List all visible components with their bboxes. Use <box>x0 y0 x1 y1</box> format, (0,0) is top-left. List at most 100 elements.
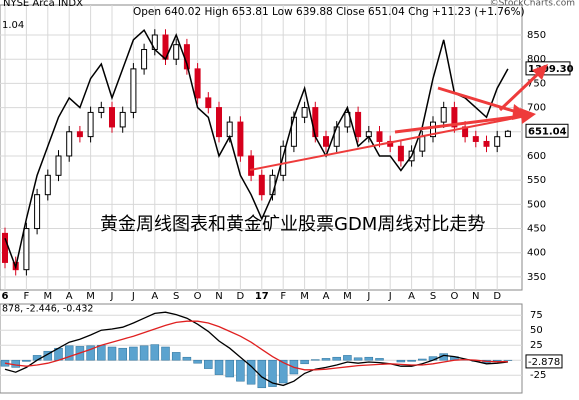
symbol: NYSE Arca INDX <box>3 0 83 9</box>
histogram-bar <box>139 345 149 361</box>
ohlc: Open 640.02 High 653.81 Low 639.88 Close… <box>133 6 525 18</box>
histogram-bar <box>22 359 31 362</box>
y-tick-label: 450 <box>527 224 546 235</box>
x-tick-label: J <box>131 291 135 302</box>
candle-body <box>248 155 255 176</box>
x-tick-label: M <box>43 291 52 302</box>
histogram-bar <box>193 359 202 364</box>
arrow <box>498 70 542 112</box>
histogram-bar <box>97 344 106 361</box>
candle-body <box>323 136 329 147</box>
macd-label: 878, -2.446, -0.432 <box>2 304 93 315</box>
y-tick-label: -25 <box>530 370 546 381</box>
candle-body <box>397 145 404 162</box>
candle-body <box>226 121 233 138</box>
candle-body <box>109 107 115 128</box>
histogram-bar <box>257 359 267 389</box>
macd-label-box <box>525 354 563 369</box>
trend-line <box>249 117 516 171</box>
y-tick-label: 50 <box>530 325 543 336</box>
y-tick-label: 600 <box>527 151 546 162</box>
histogram-bar <box>418 358 427 361</box>
left-value: 1.04 <box>2 20 24 31</box>
plot-layer: 3504004505005506006507007508008506FMAMJJ… <box>0 5 574 389</box>
histogram-bar <box>64 345 74 361</box>
candle-body <box>141 49 148 70</box>
x-tick-label: J <box>366 291 370 302</box>
histogram-bar <box>225 359 234 378</box>
candle-body <box>355 111 362 138</box>
x-tick-label: F <box>280 291 286 302</box>
candle-body <box>130 68 137 113</box>
macd-line <box>4 320 508 371</box>
candle-body <box>451 107 458 128</box>
candle-body <box>2 232 8 263</box>
histogram-bar <box>107 346 117 361</box>
histogram-bar <box>86 345 95 361</box>
candle-body <box>98 107 105 113</box>
candle-body <box>430 121 436 138</box>
x-tick-label: S <box>430 291 436 302</box>
x-tick-label: N <box>472 291 479 302</box>
candle-body <box>194 68 201 99</box>
x-tick-label: S <box>173 291 179 302</box>
y-tick-label: 500 <box>527 199 546 210</box>
histogram-bar <box>246 359 256 385</box>
x-tick-label: 6 <box>2 291 9 302</box>
candle-body <box>301 107 308 118</box>
histogram-bar <box>375 358 384 361</box>
arrow <box>437 86 521 115</box>
x-tick-label: M <box>343 291 352 302</box>
y-tick-label: 850 <box>527 30 546 41</box>
candle-body <box>376 131 383 142</box>
candle-body <box>55 155 62 176</box>
histogram-bar <box>150 344 160 361</box>
histogram-bar <box>321 358 331 361</box>
candle-body <box>119 111 126 128</box>
candle-body <box>312 107 319 138</box>
histogram-bar <box>396 359 406 363</box>
histogram-bar <box>236 359 245 382</box>
y-tick-label: 25 <box>530 340 543 351</box>
histogram-bar <box>11 359 20 368</box>
candle-body <box>472 136 479 142</box>
arrow-head <box>520 108 536 124</box>
arrow <box>394 114 523 134</box>
histogram-bar <box>268 359 277 387</box>
candle-body <box>87 111 94 138</box>
candle-body <box>173 44 180 60</box>
candle-body <box>34 194 41 230</box>
x-tick-label: 17 <box>255 291 269 302</box>
candle-body <box>504 130 511 138</box>
candle-body <box>205 97 212 109</box>
x-tick-label: J <box>110 291 114 302</box>
x-tick-label: M <box>300 291 309 302</box>
histogram-bar <box>353 357 363 361</box>
y-tick-label: 750 <box>527 78 546 89</box>
candle-body <box>494 136 501 147</box>
x-tick-label: N <box>215 291 222 302</box>
histogram-bar <box>204 359 213 369</box>
overlay-line <box>4 28 509 270</box>
price-label-box <box>525 123 569 138</box>
x-tick-label: A <box>323 291 330 302</box>
histogram-bar <box>118 347 127 361</box>
x-tick-label: A <box>151 291 158 302</box>
candle-body <box>237 121 244 157</box>
x-tick-label: M <box>86 291 95 302</box>
credit: ©StockCharts.com <box>490 0 575 9</box>
histogram-bar <box>343 355 352 361</box>
y-tick-label: 75 <box>530 310 543 321</box>
histogram-bar <box>129 346 138 361</box>
histogram-bar <box>332 356 341 361</box>
histogram-bar <box>364 356 374 361</box>
candle-body <box>76 131 83 138</box>
y-tick-label: 400 <box>527 248 546 259</box>
x-tick-label: J <box>388 291 392 302</box>
candle-body <box>419 136 426 152</box>
histogram-bar <box>407 359 416 362</box>
candle-body <box>66 131 73 157</box>
candle-body <box>216 107 222 138</box>
x-tick-label: O <box>194 291 202 302</box>
candle-body <box>23 228 30 271</box>
